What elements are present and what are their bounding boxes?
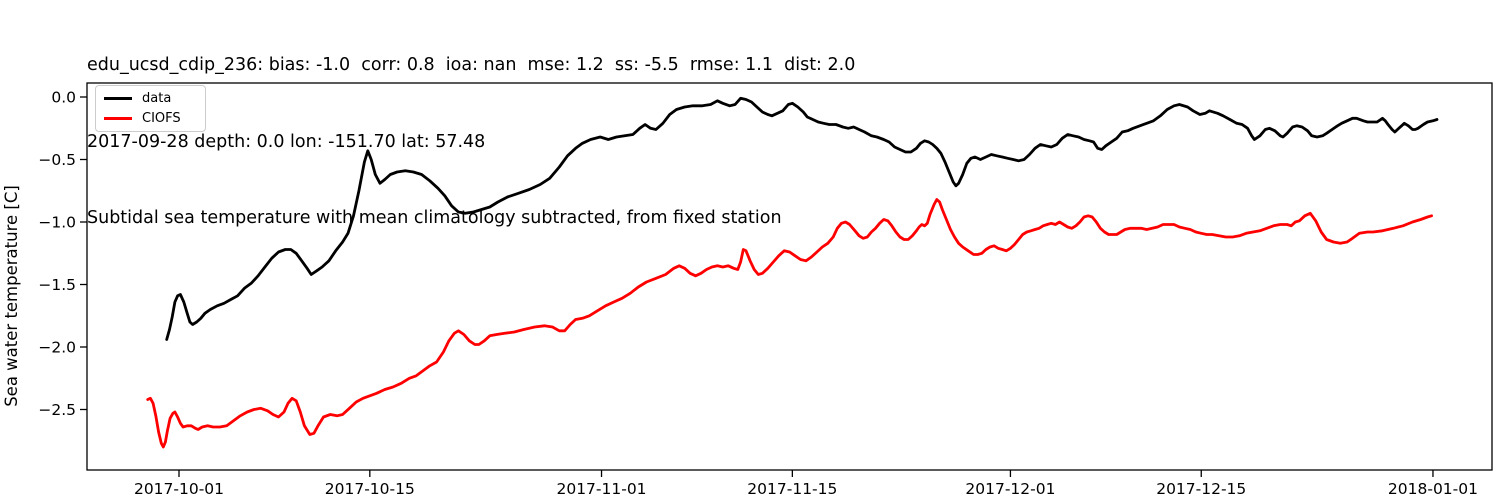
series-line-data xyxy=(165,96,1439,341)
title-line-description: Subtidal sea temperature with mean clima… xyxy=(87,208,782,228)
y-tick-label: −1.0 xyxy=(38,214,76,232)
x-tick-label: 2017-12-15 xyxy=(1156,480,1246,498)
chart-title: edu_ucsd_cdip_236: bias: -1.0 corr: 0.8 … xyxy=(87,2,855,283)
y-tick-label: −2.0 xyxy=(38,339,76,357)
x-tick-label: 2017-11-01 xyxy=(556,480,646,498)
legend-entry-ciofs: CIOFS xyxy=(96,111,205,126)
x-tick-label: 2017-10-01 xyxy=(134,480,224,498)
y-tick-label: 0.0 xyxy=(51,89,76,107)
legend-label-data: data xyxy=(142,91,172,106)
x-tick-label: 2017-10-15 xyxy=(325,480,415,498)
title-line-meta: 2017-09-28 depth: 0.0 lon: -151.70 lat: … xyxy=(87,131,486,152)
x-tick-label: 2017-12-01 xyxy=(965,480,1055,498)
title-line-stats: edu_ucsd_cdip_236: bias: -1.0 corr: 0.8 … xyxy=(87,55,856,75)
plot-frame xyxy=(86,82,1493,471)
y-tick-label: −2.5 xyxy=(38,401,76,419)
y-tick-label: −1.5 xyxy=(38,276,76,294)
x-tick-label: 2017-11-15 xyxy=(747,480,837,498)
y-axis-label: Sea water temperature [C] xyxy=(2,185,21,407)
x-tick-label: 2018-01-01 xyxy=(1388,480,1478,498)
legend: data CIOFS xyxy=(95,85,206,132)
legend-label-ciofs: CIOFS xyxy=(142,111,181,126)
series-line-ciofs xyxy=(146,198,1433,449)
data-series-swatch xyxy=(104,97,132,100)
legend-entry-data: data xyxy=(96,91,205,106)
ciofs-series-swatch xyxy=(104,117,132,120)
y-tick-label: −0.5 xyxy=(38,151,76,169)
